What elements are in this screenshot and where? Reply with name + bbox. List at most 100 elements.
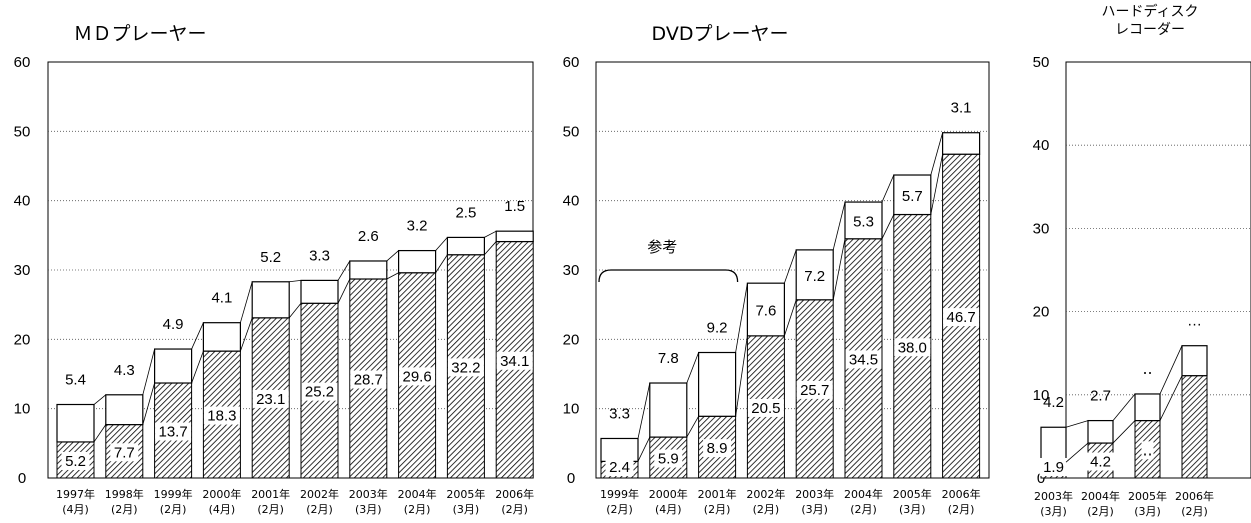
x-category-year: 2000年 [649, 487, 688, 501]
x-category-month: (2月) [948, 503, 975, 516]
annotation-label: 参考 [647, 238, 677, 256]
bar-upper-segment [495, 230, 534, 243]
connector-line [288, 303, 302, 319]
value-label-upper: 2.5 [455, 204, 476, 221]
value-label-bg [61, 451, 90, 470]
x-category-month: (3月) [801, 503, 828, 516]
x-category-month: (3月) [1134, 505, 1161, 518]
value-label-lower: 28.7 [354, 372, 383, 389]
connector-line [1065, 420, 1089, 428]
bar-upper-segment [844, 201, 883, 240]
connector-line [1159, 375, 1183, 421]
bar-upper-segment [795, 249, 834, 301]
x-category-month: (2月) [1087, 505, 1114, 518]
x-category-year: 2001年 [698, 487, 737, 501]
value-label-upper: 7.6 [755, 303, 776, 320]
value-label-upper: 4.1 [211, 290, 232, 307]
y-tick-label: 40 [14, 193, 31, 210]
value-label-lower: 25.2 [305, 384, 334, 401]
chart-title: レコーダー [1115, 22, 1185, 38]
bar-upper-segment [649, 382, 688, 438]
bar-upper-segment [202, 322, 241, 352]
connector-line [930, 154, 943, 215]
bar-upper-segment [746, 282, 786, 337]
value-label-upper: 7.8 [658, 350, 679, 367]
value-label-lower: 34.1 [500, 353, 529, 370]
value-label-lower: 7.7 [114, 444, 135, 461]
y-tick-label: 50 [14, 123, 31, 140]
connector-line [1159, 345, 1183, 395]
bar-upper-segment [697, 351, 737, 417]
value-label-bg [845, 350, 882, 369]
connector-line [289, 280, 302, 283]
connector-line [784, 299, 797, 336]
bar-upper-segment [56, 403, 95, 443]
value-label-lower: 46.7 [946, 309, 975, 326]
value-label-lower: ‥ [1142, 442, 1152, 459]
x-category-year: 2003年 [349, 487, 388, 501]
bar-upper-segment [251, 281, 290, 319]
x-category-month: (2月) [111, 503, 138, 516]
dvd-player-chart: DVDプレーヤー 0 10 20 30 40 50 60 2.4 3.3 1999年 (2月) 5.9 7… [563, 23, 990, 516]
x-category-month: (4月) [209, 503, 236, 516]
value-label-lower: 4.2 [1090, 454, 1111, 471]
value-label-bg [496, 351, 533, 370]
x-category-month: (3月) [355, 503, 382, 516]
connector-line [142, 382, 155, 425]
bar-upper-segment [941, 132, 981, 155]
y-tick-label: 50 [1033, 54, 1050, 71]
value-label-lower: 34.5 [849, 351, 878, 368]
bar-upper-segment [1087, 419, 1114, 444]
value-label-upper: 5.4 [65, 372, 86, 389]
x-category-year: 2004年 [844, 487, 883, 501]
x-category-month: (2月) [160, 503, 187, 516]
x-category-year: 2006年 [495, 487, 534, 501]
x-category-month: (3月) [899, 503, 926, 516]
x-category-month: (2月) [1181, 505, 1208, 518]
value-label-upper: 3.2 [407, 218, 428, 235]
md-player-chart: ＭＤプレーヤー 0 10 20 30 40 50 60 5.2 5.4 1997年 (4月) 7.7 4.… [14, 23, 535, 516]
x-category-year: 2006年 [942, 487, 981, 501]
bar-lower-segment [1181, 375, 1208, 479]
value-label-upper: 1.5 [504, 198, 525, 215]
connector-line [735, 283, 748, 353]
value-label-bg [703, 439, 732, 458]
value-label-bg [203, 406, 240, 425]
bar-upper-segment [893, 174, 932, 216]
connector-line [484, 230, 497, 238]
y-tick-label: 60 [14, 54, 31, 71]
x-category-year: 2005年 [893, 487, 932, 501]
x-category-year: 1999年 [600, 487, 639, 501]
connector-line [686, 352, 699, 384]
value-label-lower: 18.3 [207, 408, 236, 425]
x-category-month: (3月) [1040, 505, 1067, 518]
value-label-bg [301, 382, 338, 401]
connector-line [735, 335, 748, 417]
x-category-year: 2005年 [1128, 489, 1167, 503]
value-label-upper: 4.3 [114, 362, 135, 379]
bar-upper-segment [154, 348, 193, 384]
value-label-bg [252, 389, 289, 408]
bar-upper-segment [1134, 393, 1161, 422]
x-category-year: 2002年 [300, 487, 339, 501]
bar-upper-segment [349, 260, 388, 280]
connector-line [435, 237, 448, 251]
connector-line [240, 317, 253, 352]
connector-line [881, 174, 895, 203]
y-tick-label: 0 [1037, 470, 1045, 487]
y-tick-label: 30 [563, 262, 580, 279]
value-label-upper: ‥ [1142, 361, 1152, 378]
bar-upper-segment [446, 236, 485, 256]
value-label-upper: 3.3 [609, 405, 630, 422]
y-tick-label: 20 [14, 331, 31, 348]
value-label-bg [747, 398, 784, 417]
y-tick-label: 10 [563, 401, 580, 418]
value-label-bg [1039, 458, 1068, 476]
y-tick-label: 60 [563, 54, 580, 71]
y-tick-label: 40 [1033, 137, 1050, 154]
x-category-year: 2002年 [746, 487, 785, 501]
y-tick-label: 20 [1033, 304, 1050, 321]
connector-line [832, 238, 846, 300]
y-tick-label: 0 [18, 470, 26, 487]
